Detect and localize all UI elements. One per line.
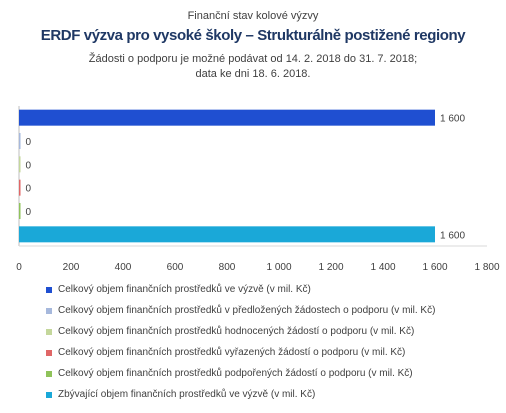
bar-4 xyxy=(19,203,21,219)
data-label-1: 0 xyxy=(26,137,32,148)
x-tick-label-9: 1 800 xyxy=(474,262,499,273)
x-tick-label-0: 0 xyxy=(16,262,22,273)
x-tick-label-3: 600 xyxy=(167,262,184,273)
x-tick-label-1: 200 xyxy=(63,262,80,273)
x-tick-label-2: 400 xyxy=(115,262,132,273)
chart-subtitle-line-2: data ke dni 18. 6. 2018. xyxy=(195,68,311,80)
data-label-5: 1 600 xyxy=(440,230,465,241)
legend-swatch-1 xyxy=(46,308,52,314)
x-tick-label-5: 1 000 xyxy=(266,262,291,273)
chart-supertitle: Finanční stav kolové výzvy xyxy=(187,10,319,22)
chart-title: ERDF výzva pro vysoké školy – Strukturál… xyxy=(40,27,466,44)
data-label-2: 0 xyxy=(26,160,32,171)
legend-swatch-4 xyxy=(46,371,52,377)
legend-swatch-2 xyxy=(46,329,52,335)
bar-3 xyxy=(19,179,21,196)
data-label-3: 0 xyxy=(26,184,32,195)
legend-label-4: Celkový objem finančních prostředků podp… xyxy=(58,368,413,379)
legend-label-3: Celkový objem finančních prostředků vyřa… xyxy=(58,347,406,358)
legend-label-2: Celkový objem finančních prostředků hodn… xyxy=(58,326,415,337)
legend-swatch-5 xyxy=(46,392,52,398)
chart-subtitle-line-1: Žádosti o podporu je možné podávat od 14… xyxy=(88,53,418,65)
bar-5 xyxy=(19,226,435,243)
x-tick-label-8: 1 600 xyxy=(422,262,447,273)
legend-label-1: Celkový objem finančních prostředků v př… xyxy=(58,305,436,316)
x-tick-label-6: 1 200 xyxy=(318,262,343,273)
data-label-4: 0 xyxy=(26,207,32,218)
legend-swatch-3 xyxy=(46,350,52,356)
legend-label-5: Zbývající objem finančních prostředků ve… xyxy=(58,389,316,400)
x-tick-label-4: 800 xyxy=(219,262,236,273)
bar-chart: 1 600 0 0 0 0 1 600 0 200 400 600 800 1 000 1 200 1 4… xyxy=(16,106,500,273)
bar-1 xyxy=(19,133,21,149)
bar-2 xyxy=(19,156,21,173)
legend-label-0: Celkový objem finančních prostředků ve v… xyxy=(58,284,311,295)
data-label-0: 1 600 xyxy=(440,114,465,125)
x-tick-label-7: 1 400 xyxy=(370,262,395,273)
legend-swatch-0 xyxy=(46,287,52,293)
bar-0 xyxy=(19,109,435,126)
